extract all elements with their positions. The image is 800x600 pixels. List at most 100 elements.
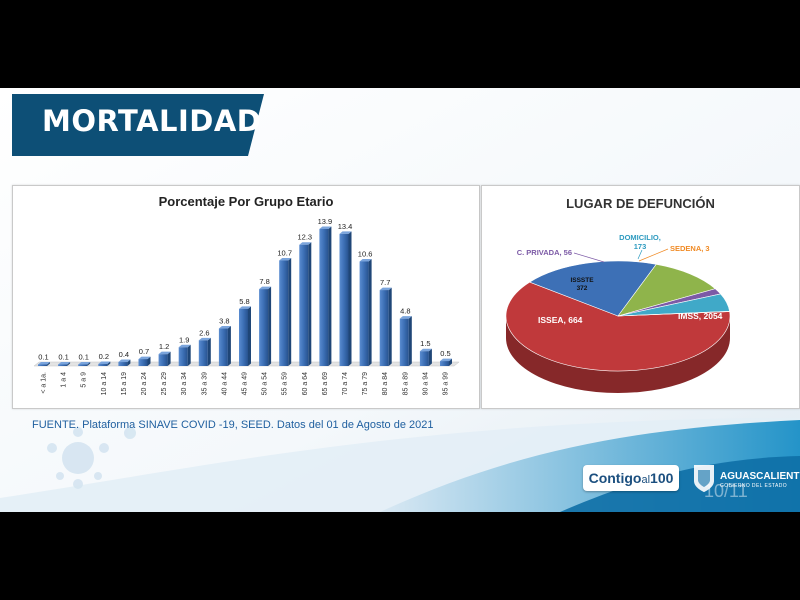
- bar-value-label: 0.4: [119, 350, 129, 359]
- bar-value-label: 5.8: [239, 297, 249, 306]
- slide-number: 10/11: [704, 481, 748, 501]
- bar-value-label: 13.4: [338, 222, 353, 231]
- pie-slice: [617, 310, 730, 317]
- bar-chart: 0.1 < a 1a. 0.1 1 a 4 0.1 5 a 9 0.2 10 a 14 0.4 1…: [33, 217, 460, 395]
- pie-leader-line: [637, 249, 643, 260]
- bar: [38, 364, 47, 366]
- bar-side: [207, 337, 211, 366]
- bar-value-label: 0.5: [440, 349, 450, 358]
- bar-chart-title: Porcentaje Por Grupo Etario: [158, 194, 334, 209]
- contigo-al-100-logo: Contigoal100: [583, 465, 679, 491]
- bar-value-label: 0.1: [58, 353, 68, 362]
- header-banner-shape: [12, 94, 264, 156]
- death-location-chart-panel: LUGAR DE DEFUNCIÓN IMSS, 2054 ISSEA, 664 I…: [481, 185, 800, 409]
- pie-leader-line: [638, 248, 669, 262]
- pie-slice-label: 173: [634, 242, 647, 251]
- state-subtitle: GOBIERNO DEL ESTADO: [720, 483, 788, 489]
- bar-side: [147, 356, 151, 366]
- bar-category-label: < a 1a.: [41, 372, 48, 394]
- bar-category-label: 25 a 29: [161, 372, 168, 395]
- pie-slice: [505, 281, 731, 372]
- bar: [118, 362, 128, 366]
- bar-side: [87, 362, 91, 366]
- bar-category-label: 50 a 54: [262, 372, 269, 395]
- bar-top: [279, 258, 292, 261]
- bar-side: [187, 344, 191, 366]
- state-seal-icon: [694, 465, 714, 492]
- bar-top: [98, 361, 111, 365]
- pie-slice-side: [506, 316, 730, 393]
- bar-side: [127, 359, 131, 366]
- bar-side: [107, 361, 111, 366]
- state-government-logo: AGUASCALIENTES GOBIERNO DEL ESTADO: [692, 463, 800, 497]
- bar: [178, 347, 188, 366]
- bar: [379, 290, 389, 366]
- page-title: MORTALIDAD: [42, 104, 262, 138]
- bar-side: [368, 258, 372, 366]
- bar: [58, 364, 68, 366]
- bar-top: [178, 344, 191, 348]
- bar: [299, 244, 309, 366]
- bar-top: [259, 286, 272, 290]
- bar-side: [408, 316, 412, 366]
- pie-slice: [617, 263, 716, 317]
- bar-side: [288, 258, 292, 366]
- bar-top: [158, 351, 171, 355]
- bar-value-label: 1.2: [159, 342, 169, 351]
- bar-top: [419, 348, 432, 352]
- pie-chart-title: LUGAR DE DEFUNCIÓN: [566, 196, 715, 211]
- bar-value-label: 2.6: [199, 328, 209, 337]
- bar-category-label: 80 a 84: [382, 372, 389, 395]
- bar-side: [227, 326, 231, 366]
- bar: [339, 233, 349, 366]
- bar-category-label: 10 a 14: [101, 372, 108, 395]
- pie-slice-label: ISSSTE: [570, 277, 594, 284]
- bar: [158, 354, 168, 366]
- state-name: AGUASCALIENTES: [720, 471, 800, 482]
- bar-category-label: 1 a 4: [61, 372, 68, 388]
- header-banner: MORTALIDAD: [12, 94, 264, 156]
- pie-slice-label: SEDENA, 3: [670, 244, 710, 253]
- pie-slice-label: C. PRIVADA, 56: [517, 248, 572, 257]
- bar-side: [449, 358, 452, 366]
- bar-top: [58, 362, 71, 365]
- bar-value-label: 12.3: [297, 233, 312, 242]
- bar-top: [359, 258, 372, 262]
- bar-category-label: 70 a 74: [342, 372, 349, 395]
- bar-top: [339, 231, 352, 234]
- bar-side: [328, 226, 332, 366]
- bar-side: [348, 231, 352, 366]
- pie-leader-line: [573, 252, 605, 263]
- bar-category-label: 65 a 69: [322, 372, 329, 395]
- bar-category-label: 15 a 19: [121, 372, 128, 395]
- bar-category-label: 5 a 9: [81, 372, 88, 388]
- bar-value-label: 7.7: [380, 278, 390, 287]
- bar-top: [319, 226, 332, 229]
- slide: MORTALIDAD Porcentaje Por Grupo Etario 0…: [0, 88, 800, 512]
- pie-slice: [529, 260, 657, 317]
- bar: [259, 289, 269, 366]
- bar: [98, 364, 108, 366]
- bar-category-label: 95 a 99: [443, 372, 450, 395]
- source-note: FUENTE. Plataforma SINAVE COVID -19, SEE…: [32, 419, 434, 431]
- bar-top: [218, 326, 231, 329]
- bar-value-label: 0.1: [78, 353, 88, 362]
- bar-side: [67, 362, 71, 366]
- bar: [218, 328, 228, 366]
- bar: [419, 351, 429, 366]
- bar-top: [239, 306, 251, 309]
- bar-value-label: 0.1: [38, 353, 48, 362]
- bar-top: [399, 316, 412, 319]
- bar-value-label: 3.8: [219, 317, 229, 326]
- brand-suffix: 100: [650, 470, 674, 486]
- bar: [138, 359, 148, 366]
- bar-top: [299, 242, 312, 245]
- bar-top: [440, 358, 452, 362]
- bar: [78, 364, 88, 366]
- bar-top: [38, 362, 50, 365]
- pie-slice-label: ISSEA, 664: [538, 315, 583, 325]
- bar-side: [428, 348, 432, 366]
- bar-category-label: 75 a 79: [362, 372, 369, 395]
- brand-prefix: Contigo: [588, 470, 642, 486]
